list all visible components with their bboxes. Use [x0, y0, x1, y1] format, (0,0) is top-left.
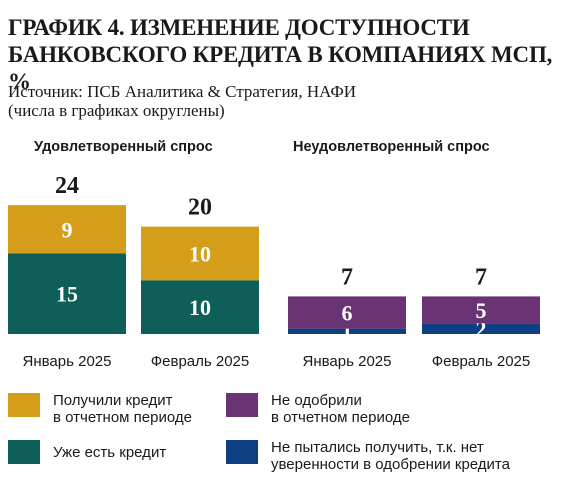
- legend-swatch-not-approved: [226, 393, 258, 417]
- bar-total-label-g0-c0: 24: [55, 173, 79, 199]
- bar-segment-g1-c1-s0: [422, 323, 540, 334]
- bar-total-label-g1-c1: 7: [475, 264, 487, 290]
- bar-segment-g0-c1-s0: [141, 280, 259, 334]
- legend-swatch-did-not-try: [226, 440, 258, 464]
- bar-segment-g1-c1-s1: [422, 296, 540, 324]
- bar-segment-g0-c0-s1: [8, 205, 126, 254]
- group-title-satisfied: Удовлетворенный спрос: [34, 139, 213, 155]
- bar-segment-g0-c0-s0: [8, 253, 126, 334]
- category-label-g1-c0: Январь 2025: [303, 353, 392, 370]
- chart-title-line-2: БАНКОВСКОГО КРЕДИТА В КОМПАНИЯХ МСП, %: [8, 42, 553, 94]
- bar-segment-g0-c1-s1: [141, 226, 259, 281]
- chart-source: Источник: ПСБ Аналитика & Стратегия, НАФ…: [8, 82, 357, 101]
- bar-data-label-g0-c1-s1: 10: [189, 241, 211, 266]
- category-label-g0-c0: Январь 2025: [23, 353, 112, 370]
- legend-label-got-credit: Получили кредит в отчетном периоде: [53, 392, 192, 426]
- legend-label-did-not-try: Не пытались получить, т.к. нет увереннос…: [271, 439, 510, 473]
- bar-data-label-g0-c0-s0: 15: [56, 282, 78, 307]
- bar-data-label-g0-c0-s1: 9: [62, 217, 73, 242]
- bar-data-label-g1-c1-s1: 5: [476, 298, 487, 323]
- bar-data-label-g1-c0-s0: 1: [342, 319, 353, 344]
- bar-data-label-g1-c1-s0: 2: [476, 317, 487, 342]
- legend-swatch-got-credit: [8, 393, 40, 417]
- legend-swatch-has-credit: [8, 440, 40, 464]
- bar-data-label-g0-c1-s0: 10: [189, 295, 211, 320]
- bar-segment-g1-c0-s0: [288, 328, 406, 334]
- category-label-g0-c1: Февраль 2025: [151, 353, 250, 370]
- bar-total-label-g0-c1: 20: [188, 195, 212, 221]
- group-title-unsatisfied: Неудовлетворенный спрос: [293, 139, 490, 155]
- chart-title-line-1: ГРАФИК 4. ИЗМЕНЕНИЕ ДОСТУПНОСТИ: [8, 15, 470, 40]
- bar-segment-g1-c0-s1: [288, 296, 406, 329]
- bar-total-label-g1-c0: 7: [341, 264, 353, 290]
- legend-label-has-credit: Уже есть кредит: [53, 444, 167, 461]
- chart-title: ГРАФИК 4. ИЗМЕНЕНИЕ ДОСТУПНОСТИ БАНКОВСК…: [8, 14, 568, 95]
- bar-data-label-g1-c0-s1: 6: [342, 301, 353, 326]
- stacked-bar-chart: 15 9 24 Январь 2025 10 10 20 Февраль 2025 16 7 Янв…: [8, 173, 540, 370]
- legend-label-not-approved: Не одобрили в отчетном периоде: [271, 392, 410, 426]
- chart-note: (числа в графиках округлены): [8, 101, 225, 120]
- category-label-g1-c1: Февраль 2025: [432, 353, 531, 370]
